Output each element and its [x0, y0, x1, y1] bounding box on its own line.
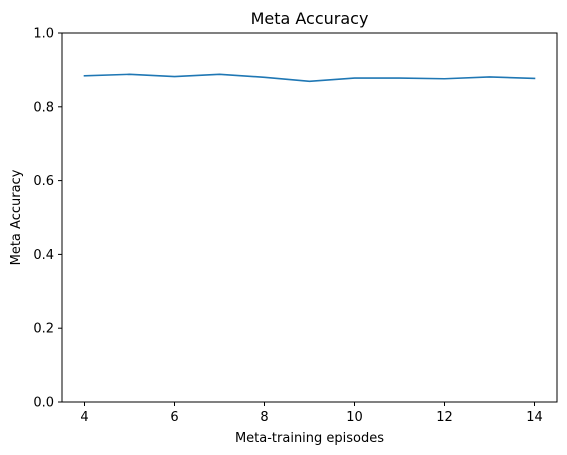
y-tick-label: 0.8 — [33, 100, 54, 115]
x-axis-label: Meta-training episodes — [235, 431, 384, 446]
plot-frame — [61, 32, 558, 403]
x-tick-label: 10 — [346, 410, 363, 425]
x-tick-label: 8 — [260, 410, 268, 425]
x-tick-label: 4 — [80, 410, 88, 425]
series-line — [83, 73, 536, 83]
y-tick-label: 0.2 — [33, 322, 54, 337]
y-tick-label: 0.4 — [33, 248, 54, 263]
x-tick-label: 6 — [170, 410, 178, 425]
y-tick-label: 1.0 — [33, 27, 54, 42]
y-axis: 0.0 0.2 0.4 0.6 0.8 1.0 — [33, 27, 62, 411]
y-tick-label: 0.6 — [33, 174, 54, 189]
x-tick-label: 12 — [436, 410, 453, 425]
x-tick-label: 14 — [526, 410, 543, 425]
chart-title: Meta Accuracy — [251, 9, 369, 28]
x-axis: 4 6 8 10 12 14 — [80, 402, 543, 425]
y-axis-label: Meta Accuracy — [9, 169, 24, 265]
y-tick-label: 0.0 — [33, 396, 54, 411]
